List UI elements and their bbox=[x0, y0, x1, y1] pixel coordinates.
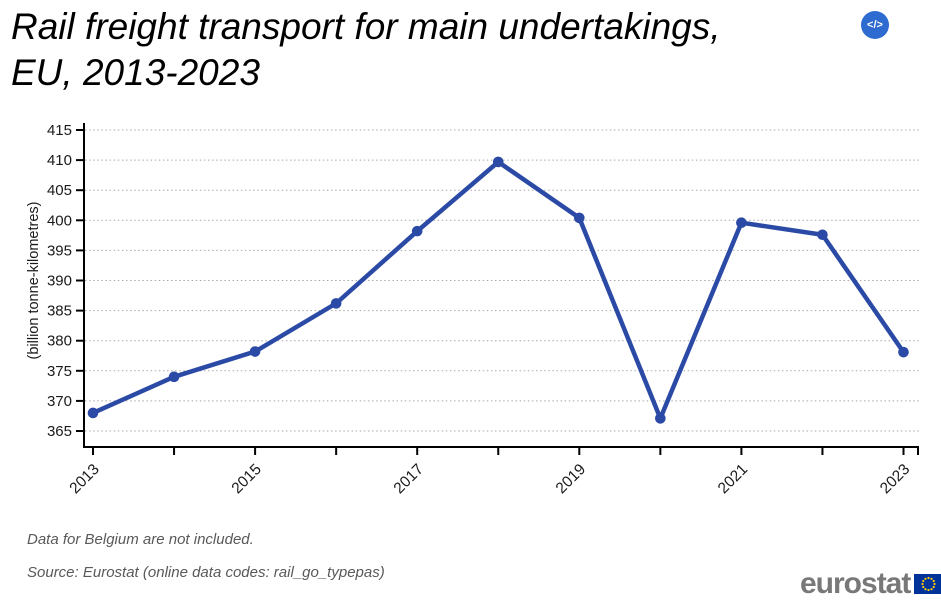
embed-code-button[interactable]: </> bbox=[861, 11, 889, 39]
line-chart: 365 370 375 380 385 390 395 400 405 410 415 2013 201… bbox=[0, 115, 941, 510]
eurostat-logo: eurostat bbox=[800, 568, 941, 599]
data-point bbox=[330, 298, 342, 309]
y-tick-label: 365 bbox=[47, 423, 72, 440]
y-tick-label: 415 bbox=[47, 122, 72, 139]
data-point bbox=[817, 229, 828, 241]
y-tick-label: 405 bbox=[47, 182, 72, 199]
x-tick-label: 2019 bbox=[553, 461, 589, 497]
chart-canvas: 365 370 375 380 385 390 395 400 405 410 415 2013 201… bbox=[26, 122, 919, 497]
eurostat-logo-text: eurostat bbox=[800, 566, 911, 600]
x-tick-label: 2023 bbox=[877, 461, 913, 497]
data-point bbox=[249, 346, 261, 357]
x-tick-label: 2017 bbox=[391, 461, 427, 497]
gridlines bbox=[85, 129, 919, 432]
y-tick-label: 370 bbox=[47, 393, 72, 410]
y-tick-label: 395 bbox=[47, 242, 72, 259]
data-point bbox=[411, 225, 423, 237]
data-point bbox=[168, 371, 180, 383]
data-point bbox=[87, 407, 99, 419]
y-tick-label: 375 bbox=[47, 363, 72, 380]
data-point bbox=[736, 217, 747, 229]
y-tick-label: 390 bbox=[47, 273, 72, 290]
y-tick-label: 410 bbox=[47, 152, 72, 169]
y-tick-label: 400 bbox=[47, 212, 72, 229]
x-tick-label: 2013 bbox=[66, 461, 102, 497]
axes bbox=[76, 123, 919, 455]
data-point bbox=[492, 156, 504, 168]
code-icon: </> bbox=[867, 19, 883, 31]
source-note: Source: Eurostat (online data codes: rai… bbox=[27, 564, 385, 581]
y-axis-title: (billion tonne-kilometres) bbox=[26, 202, 42, 360]
data-point bbox=[574, 212, 585, 224]
footnote: Data for Belgium are not included. bbox=[27, 531, 254, 548]
x-tick-label: 2021 bbox=[715, 461, 751, 497]
axis-labels: 365 370 375 380 385 390 395 400 405 410 415 2013 201… bbox=[26, 122, 913, 497]
y-tick-label: 380 bbox=[47, 333, 72, 350]
y-tick-label: 385 bbox=[47, 303, 72, 320]
page-title: Rail freight transport for main undertak… bbox=[11, 4, 721, 96]
page-title-line2: EU, 2013-2023 bbox=[11, 51, 260, 93]
series bbox=[87, 156, 909, 424]
data-point bbox=[655, 413, 666, 424]
data-point bbox=[898, 346, 909, 358]
eu-flag-icon bbox=[914, 574, 941, 599]
x-tick-label: 2015 bbox=[229, 461, 265, 497]
series-line bbox=[90, 159, 906, 421]
page-title-line1: Rail freight transport for main undertak… bbox=[11, 6, 721, 47]
